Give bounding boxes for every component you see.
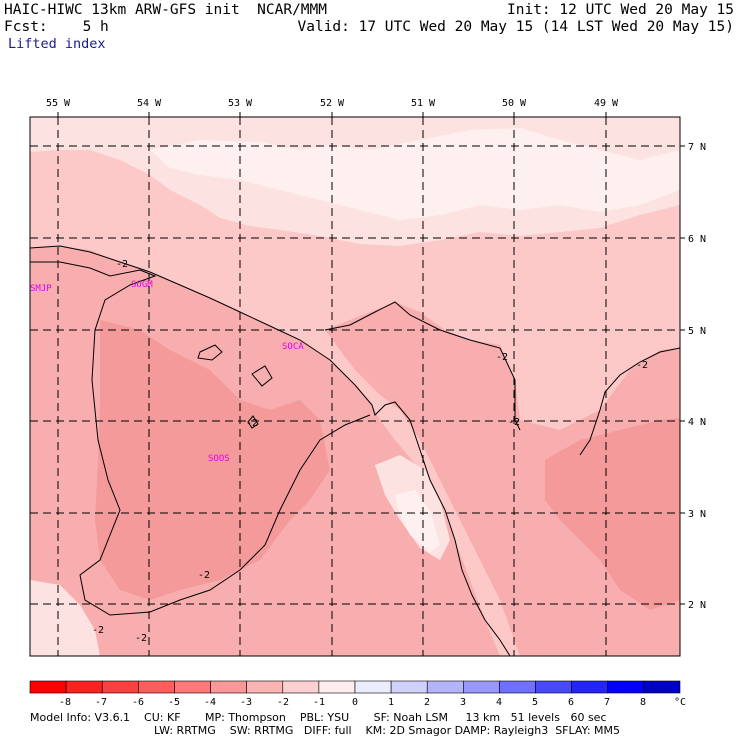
colorbar-tick-label: -4 xyxy=(204,697,216,708)
forecast-hour: Fcst: 5 h xyxy=(4,19,109,35)
colorbar-labels: -8 -7 -6 -5 -4 -3 -2 -1 0 1 2 3 4 5 6 7 … xyxy=(59,697,686,708)
lat-label: 5 N xyxy=(688,326,706,337)
contour-label-group: -2 -2 -2 -2 -2 -2 -2 -2 xyxy=(92,259,648,644)
colorbar-tick-label: 2 xyxy=(424,697,430,708)
shaded-field xyxy=(30,117,680,656)
latlon-grid xyxy=(30,117,680,656)
colorbar-box xyxy=(390,680,428,694)
colorbar-tick-label: 4 xyxy=(496,697,502,708)
contour-minus2-a xyxy=(30,261,371,616)
lon-label: 55 W xyxy=(46,98,71,109)
lon-labels: 55 W 54 W 53 W 52 W 51 W 50 W 49 W xyxy=(46,98,619,109)
lat-label: 3 N xyxy=(688,509,706,520)
colorbar-box xyxy=(571,680,609,694)
model-info-line2: LW: RRTMG SW: RRTMG DIFF: full KM: 2D Sm… xyxy=(154,724,620,737)
colorbar-box xyxy=(354,680,392,694)
valid-time: Valid: 17 UTC Wed 20 May 15 (14 LST Wed … xyxy=(297,19,735,35)
station-label: SOOS xyxy=(208,454,230,464)
lat-label: 6 N xyxy=(688,234,706,245)
contour-minus2-e xyxy=(197,344,223,361)
colorbar-tick-label: 8 xyxy=(640,697,646,708)
init-time: Init: 12 UTC Wed 20 May 15 xyxy=(507,2,734,18)
colorbar-box xyxy=(463,680,500,694)
station-label: SMJP xyxy=(30,284,52,294)
contour-label: -2 xyxy=(246,418,258,429)
lon-label: 49 W xyxy=(594,98,619,109)
lon-label: 54 W xyxy=(137,98,162,109)
ticks xyxy=(57,112,685,605)
contour-label: -2 xyxy=(135,633,147,644)
colorbar-tick-label: 6 xyxy=(568,697,574,708)
contour-label: -2 xyxy=(496,352,508,363)
colorbar xyxy=(29,680,681,694)
colorbar-box xyxy=(101,680,139,694)
colorbar-tick-label: 7 xyxy=(604,697,610,708)
colorbar-box xyxy=(499,680,536,694)
contour-minus2-f xyxy=(251,365,273,387)
colorbar-tick-label: -7 xyxy=(95,697,107,708)
colorbar-tick-label: -5 xyxy=(168,697,180,708)
colorbar-box xyxy=(65,680,103,694)
field-name: Lifted index xyxy=(8,36,106,52)
station-labels: SMJP SOGM SOCA SOOS xyxy=(30,280,304,464)
contour-label: -2 xyxy=(198,570,210,581)
lat-label: 2 N xyxy=(688,600,706,611)
colorbar-box xyxy=(426,680,464,694)
colorbar-box xyxy=(29,680,67,694)
model-info-line1: Model Info: V3.6.1 CU: KF MP: Thompson P… xyxy=(30,711,607,724)
colorbar-tick-label: -8 xyxy=(59,697,71,708)
colorbar-unit: °C xyxy=(674,697,686,708)
contour-minus2-c xyxy=(579,347,680,456)
lat-labels: 7 N 6 N 5 N 4 N 3 N 2 N xyxy=(688,142,706,611)
contour-label: -2 xyxy=(92,625,104,636)
coastline xyxy=(30,245,511,656)
colorbar-tick-label: 1 xyxy=(388,697,394,708)
field-dark-zone-east xyxy=(545,418,680,610)
station-label: SOCA xyxy=(282,342,304,352)
contour-label: -2 xyxy=(116,259,128,270)
lon-label: 53 W xyxy=(228,98,253,109)
lon-label: 52 W xyxy=(320,98,345,109)
station-label: SOGM xyxy=(131,280,153,290)
field-lightest-zone xyxy=(150,128,680,220)
colorbar-box xyxy=(318,680,356,694)
run-title: HAIC-HIWC 13km ARW-GFS init NCAR/MMM xyxy=(4,2,328,18)
colorbar-box xyxy=(174,680,211,694)
colorbar-tick-label: 0 xyxy=(352,697,358,708)
contour-minus2-d xyxy=(247,415,259,429)
map-frame xyxy=(29,116,681,657)
field-lightest-pocket xyxy=(395,490,440,552)
colorbar-tick-label: -2 xyxy=(277,697,289,708)
contour-label: -2 xyxy=(636,360,648,371)
colorbar-box xyxy=(210,680,247,694)
colorbar-tick-label: -1 xyxy=(313,697,325,708)
colorbar-box xyxy=(282,680,320,694)
lat-label: 4 N xyxy=(688,417,706,428)
colorbar-box xyxy=(138,680,175,694)
field-mid-zone-east xyxy=(325,302,680,656)
colorbar-tick-label: 5 xyxy=(532,697,538,708)
colorbar-tick-label: -3 xyxy=(240,697,252,708)
contour-label: -2 xyxy=(508,417,520,428)
lon-label: 50 W xyxy=(502,98,527,109)
colorbar-box xyxy=(246,680,284,694)
colorbar-box xyxy=(535,680,572,694)
field-light-strip xyxy=(30,580,100,656)
colorbar-tick-label: 3 xyxy=(460,697,466,708)
colorbar-tick-label: -6 xyxy=(132,697,144,708)
colorbar-box xyxy=(607,680,645,694)
colorbar-box xyxy=(643,680,681,694)
lon-label: 51 W xyxy=(411,98,436,109)
lat-label: 7 N xyxy=(688,142,706,153)
